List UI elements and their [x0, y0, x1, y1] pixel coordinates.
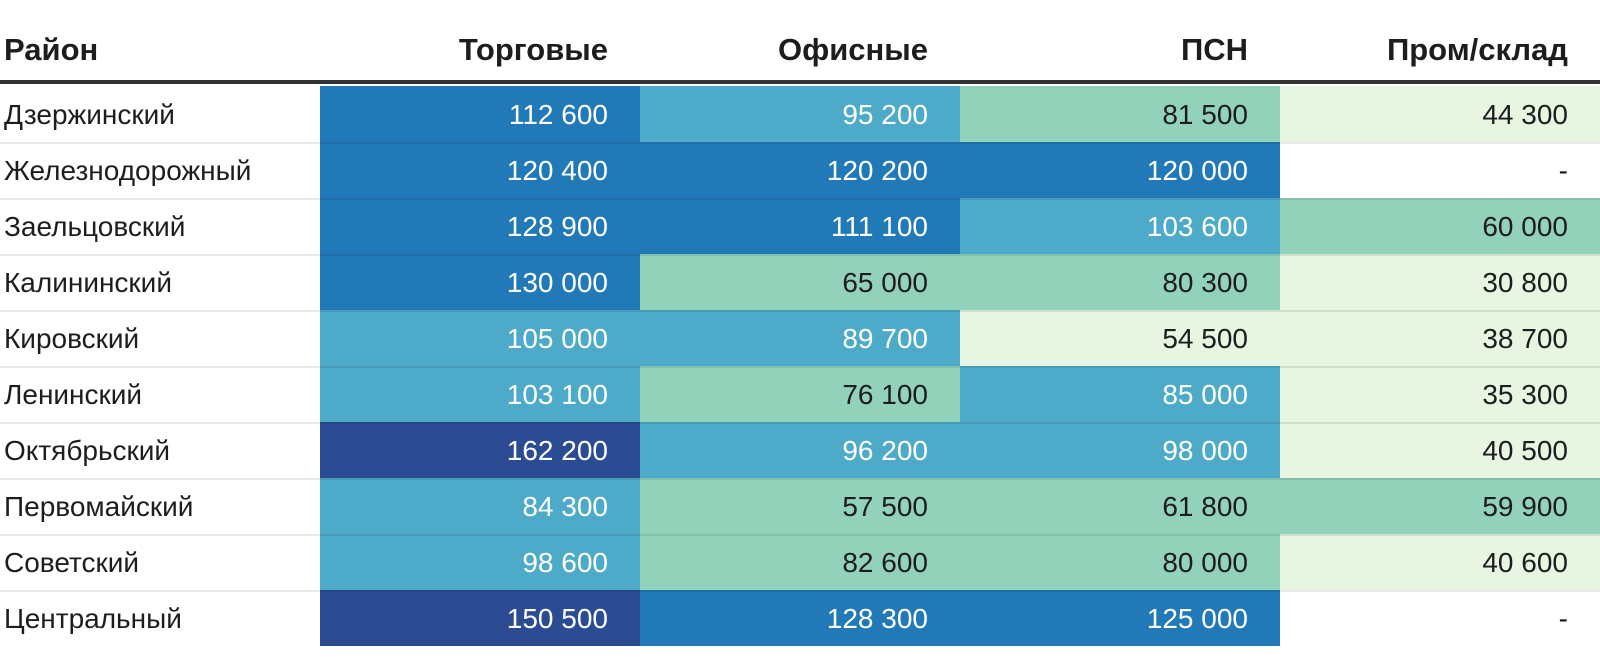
table-row: Центральный 150 500 128 300 125 000- [0, 590, 1600, 646]
table-row: Октябрьский 162 200 96 200 98 000 40 500 [0, 422, 1600, 478]
table-row: Ленинский 103 100 76 100 85 000 35 300 [0, 366, 1600, 422]
value-cell: - [1280, 142, 1600, 198]
value-cell: 130 000 [320, 254, 640, 310]
district-cell: Октябрьский [0, 422, 320, 478]
table-row: Дзержинский 112 600 95 200 81 500 44 300 [0, 86, 1600, 142]
district-cell: Железнодорожный [0, 142, 320, 198]
value-cell: 57 500 [640, 478, 960, 534]
value-cell: 82 600 [640, 534, 960, 590]
column-header-district: Район [4, 32, 99, 67]
table-header-row: Район Торговые Офисные ПСН Пром/склад [0, 0, 1600, 84]
value-cell: 128 300 [640, 590, 960, 646]
district-cell: Центральный [0, 590, 320, 646]
column-header-office: Офисные [778, 32, 928, 67]
table-row: Кировский 105 000 89 700 54 500 38 700 [0, 310, 1600, 366]
value-cell: 95 200 [640, 86, 960, 142]
value-cell: 35 300 [1280, 366, 1600, 422]
value-cell: 103 600 [960, 198, 1280, 254]
value-cell: 30 800 [1280, 254, 1600, 310]
value-cell: 44 300 [1280, 86, 1600, 142]
district-rates-table: Район Торговые Офисные ПСН Пром/склад Дз… [0, 0, 1600, 646]
value-cell: 103 100 [320, 366, 640, 422]
value-cell: 40 500 [1280, 422, 1600, 478]
district-cell: Ленинский [0, 366, 320, 422]
value-cell: 125 000 [960, 590, 1280, 646]
value-cell: 80 300 [960, 254, 1280, 310]
value-cell: 96 200 [640, 422, 960, 478]
value-cell: 120 400 [320, 142, 640, 198]
district-cell: Советский [0, 534, 320, 590]
value-cell: 40 600 [1280, 534, 1600, 590]
value-cell: 98 600 [320, 534, 640, 590]
value-cell: 162 200 [320, 422, 640, 478]
value-cell: 120 000 [960, 142, 1280, 198]
column-header-industrial: Пром/склад [1386, 32, 1568, 67]
value-cell: 80 000 [960, 534, 1280, 590]
district-cell: Первомайский [0, 478, 320, 534]
table-row: Калининский 130 000 65 000 80 300 30 800 [0, 254, 1600, 310]
value-cell: 112 600 [320, 86, 640, 142]
value-cell: 61 800 [960, 478, 1280, 534]
table-row: Железнодорожный 120 400 120 200 120 000- [0, 142, 1600, 198]
value-cell: 54 500 [960, 310, 1280, 366]
value-cell: 81 500 [960, 86, 1280, 142]
district-cell: Заельцовский [0, 198, 320, 254]
district-cell: Калининский [0, 254, 320, 310]
value-cell: 105 000 [320, 310, 640, 366]
value-cell: 38 700 [1280, 310, 1600, 366]
value-cell: 85 000 [960, 366, 1280, 422]
value-cell: 59 900 [1280, 478, 1600, 534]
column-header-retail: Торговые [458, 32, 608, 67]
value-cell: 89 700 [640, 310, 960, 366]
value-cell: 84 300 [320, 478, 640, 534]
table-row: Первомайский 84 300 57 500 61 800 59 900 [0, 478, 1600, 534]
value-cell: 120 200 [640, 142, 960, 198]
value-cell: 60 000 [1280, 198, 1600, 254]
value-cell: 65 000 [640, 254, 960, 310]
value-cell: - [1280, 590, 1600, 646]
value-cell: 150 500 [320, 590, 640, 646]
table-row: Заельцовский 128 900 111 100 103 600 60 000 [0, 198, 1600, 254]
district-cell: Дзержинский [0, 86, 320, 142]
table-row: Советский 98 600 82 600 80 000 40 600 [0, 534, 1600, 590]
table-body: Дзержинский 112 600 95 200 81 500 44 300 Желе… [0, 86, 1600, 646]
value-cell: 76 100 [640, 366, 960, 422]
value-cell: 111 100 [640, 198, 960, 254]
value-cell: 128 900 [320, 198, 640, 254]
district-cell: Кировский [0, 310, 320, 366]
column-header-psn: ПСН [1180, 32, 1248, 67]
value-cell: 98 000 [960, 422, 1280, 478]
